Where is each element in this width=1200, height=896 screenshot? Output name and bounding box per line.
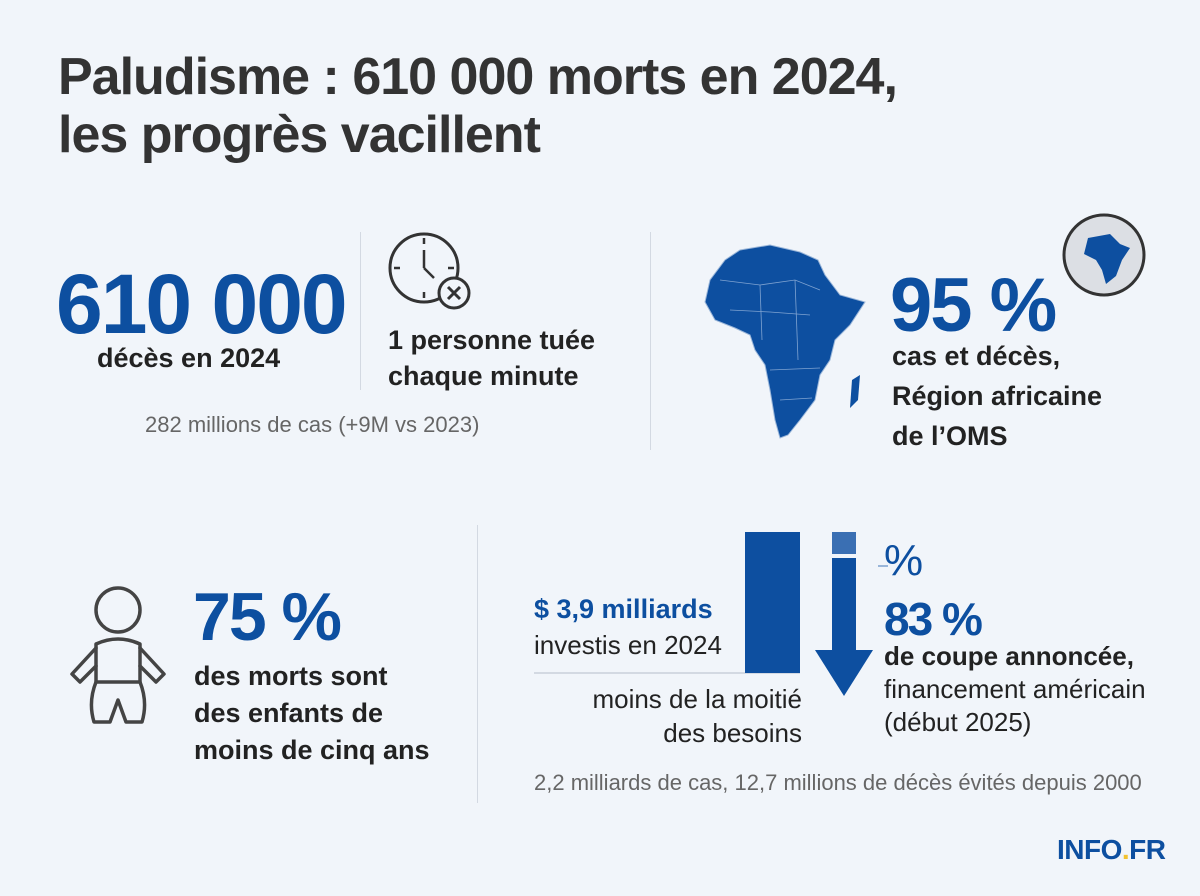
children-text: des morts sont des enfants de moins de c… xyxy=(194,661,430,765)
logo: INFO.FR xyxy=(1057,834,1166,865)
cut-symbol: % xyxy=(884,536,924,585)
cut-value: 83 % xyxy=(884,593,983,645)
children-value: 75 % xyxy=(193,579,342,655)
deaths-label: décès en 2024 xyxy=(97,343,281,373)
africa-map-icon xyxy=(704,244,866,439)
down-arrow-icon xyxy=(815,532,888,696)
divider xyxy=(360,232,361,390)
footnote: 2,2 milliards de cas, 12,7 millions de d… xyxy=(534,770,1142,795)
funding-amount: $ 3,9 milliards xyxy=(534,594,713,624)
deaths-value: 610 000 xyxy=(56,257,348,351)
page-title: Paludisme : 610 000 morts en 2024, les p… xyxy=(58,48,898,164)
funding-bar xyxy=(745,532,800,673)
clock-text: 1 personne tuée chaque minute xyxy=(388,325,596,391)
baseline xyxy=(534,672,800,674)
funding-amount-label: investis en 2024 xyxy=(534,630,722,660)
cut-line2-3: financement américain (début 2025) xyxy=(884,674,1146,737)
divider xyxy=(477,525,478,803)
globe-icon xyxy=(1062,213,1146,297)
cut-line1: de coupe annoncée, xyxy=(884,641,1134,671)
baby-icon xyxy=(70,586,166,724)
africa-value: 95 % xyxy=(890,263,1057,348)
divider xyxy=(650,232,651,450)
needs-text: moins de la moitié des besoins xyxy=(592,684,802,748)
cases-note: 282 millions de cas (+9M vs 2023) xyxy=(145,412,480,437)
clock-with-x-icon xyxy=(388,232,471,310)
africa-text: cas et décès, Région africaine de l’OMS xyxy=(892,341,1103,451)
